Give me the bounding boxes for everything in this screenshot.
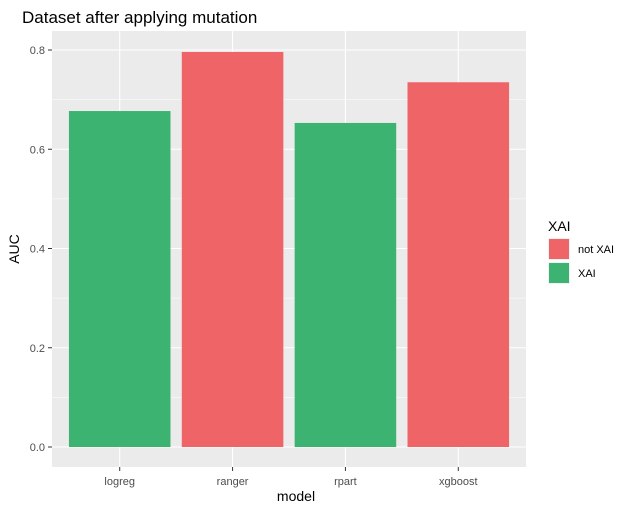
legend-label: not XAI [578,244,614,256]
y-tick-label: 0.6 [30,144,45,156]
bar-xgboost [407,82,510,447]
y-tick-label: 0.4 [30,244,45,256]
y-tick-label: 0.0 [30,442,45,454]
legend-title: XAI [548,218,571,234]
legend: XAI not XAI XAI [548,218,614,284]
legend-key-swatch [549,239,569,259]
y-axis-title: AUC [6,234,22,264]
x-tick-label: logreg [104,476,135,488]
legend-label: XAI [578,268,596,280]
x-tick-label: rpart [334,476,357,488]
bars [68,51,510,448]
x-axis-title: model [277,488,315,504]
y-axis-ticks: 0.0 0.2 0.4 0.6 0.8 [30,45,52,454]
bar-ranger [181,51,284,448]
y-tick-label: 0.2 [30,343,45,355]
x-axis-ticks: logreg ranger rpart xgboost [104,467,478,488]
bar-logreg [68,111,171,447]
x-tick-label: ranger [217,476,249,488]
legend-key-swatch [549,263,569,283]
y-tick-label: 0.8 [30,45,45,57]
chart-title: Dataset after applying mutation [22,8,257,27]
bar-rpart [294,122,397,447]
x-tick-label: xgboost [439,476,478,488]
